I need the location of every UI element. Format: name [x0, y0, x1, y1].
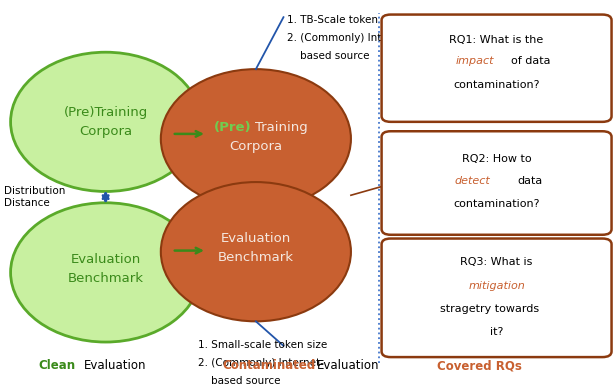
FancyBboxPatch shape — [381, 131, 612, 235]
Text: RQ3: What is: RQ3: What is — [460, 257, 533, 267]
Text: RQ2: How to: RQ2: How to — [462, 154, 532, 164]
Text: 2. (Commonly) Internet-: 2. (Commonly) Internet- — [198, 358, 323, 368]
Text: it?: it? — [490, 327, 503, 337]
Text: 1. Small-scale token size: 1. Small-scale token size — [198, 340, 327, 350]
Ellipse shape — [161, 69, 351, 208]
Text: contamination?: contamination? — [453, 199, 540, 209]
Ellipse shape — [10, 52, 201, 192]
Text: Clean: Clean — [38, 359, 75, 372]
Text: data: data — [517, 176, 543, 186]
Text: Corpora: Corpora — [229, 140, 283, 153]
Text: Evaluation: Evaluation — [70, 253, 141, 266]
FancyBboxPatch shape — [381, 15, 612, 122]
Text: Distribution
Distance: Distribution Distance — [4, 186, 66, 208]
Text: detect: detect — [454, 176, 490, 186]
Ellipse shape — [161, 182, 351, 321]
Text: Corpora: Corpora — [79, 125, 132, 138]
Text: (Pre): (Pre) — [214, 121, 252, 134]
Text: impact: impact — [456, 56, 495, 66]
Text: Evaluation: Evaluation — [221, 232, 291, 245]
Text: Benchmark: Benchmark — [218, 251, 294, 264]
Text: (Pre)Training: (Pre)Training — [63, 106, 148, 119]
Text: based source: based source — [286, 51, 369, 61]
Text: stragetry towards: stragetry towards — [440, 304, 539, 314]
Text: Contaminated: Contaminated — [222, 359, 315, 372]
Text: 2. (Commonly) Internet-: 2. (Commonly) Internet- — [286, 33, 413, 43]
Text: of data: of data — [511, 56, 550, 66]
Text: Benchmark: Benchmark — [68, 272, 144, 284]
Text: Training: Training — [254, 121, 307, 134]
Text: mitigation: mitigation — [468, 281, 525, 291]
FancyBboxPatch shape — [381, 239, 612, 357]
Text: Evaluation: Evaluation — [84, 359, 147, 372]
Text: Evaluation: Evaluation — [317, 359, 379, 372]
Text: RQ1: What is the: RQ1: What is the — [450, 35, 544, 45]
Text: 1. TB-Scale token size: 1. TB-Scale token size — [286, 15, 401, 24]
Text: contamination?: contamination? — [453, 80, 540, 90]
Ellipse shape — [10, 203, 201, 342]
Text: Covered RQs: Covered RQs — [437, 359, 522, 372]
Text: based source: based source — [198, 376, 280, 386]
